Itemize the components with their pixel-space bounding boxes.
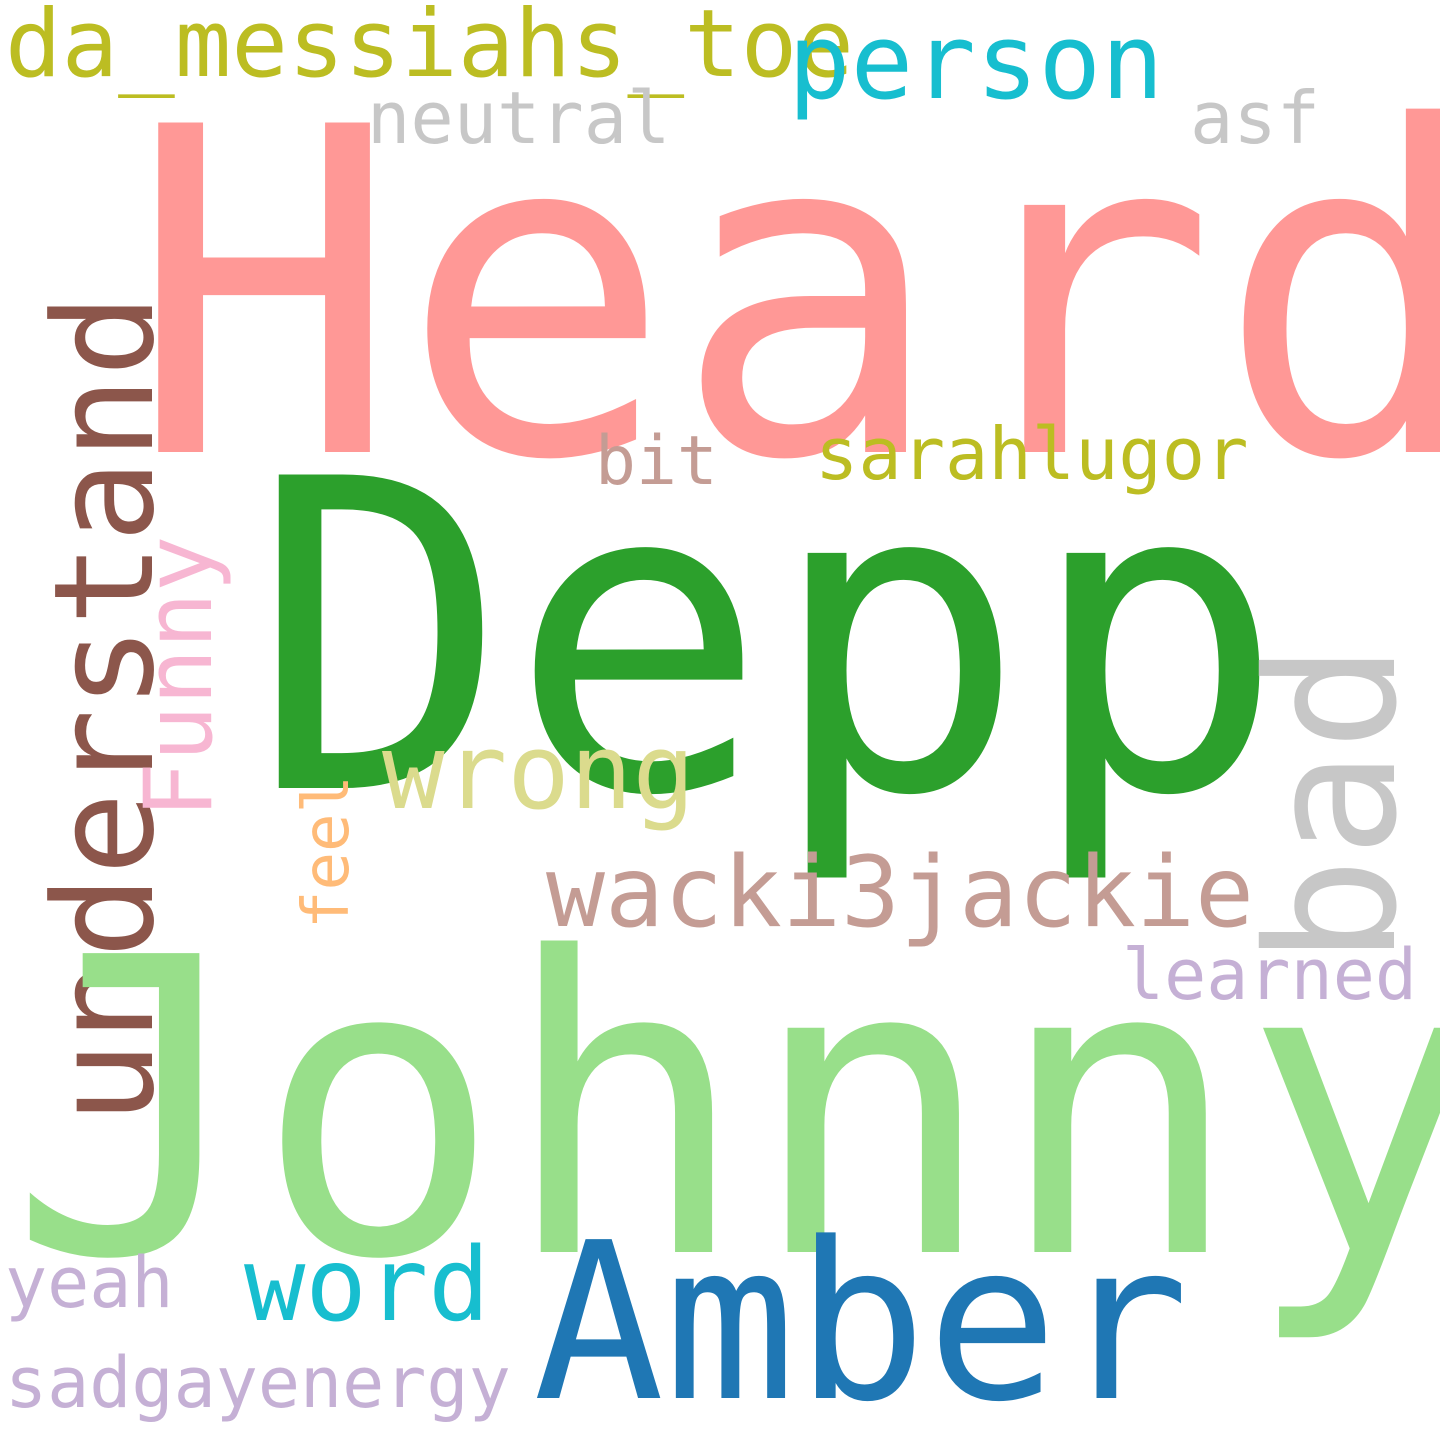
word-learned: learned (1122, 934, 1418, 1016)
word-wrong: wrong (382, 711, 696, 833)
word-sadgayenergy: sadgayenergy (5, 1342, 511, 1424)
word-heard: Heard (128, 32, 1440, 559)
word-depp: Depp (250, 390, 1286, 890)
word-sarahlugor: sarahlugor (815, 412, 1249, 496)
word-person: person (788, 1, 1164, 123)
word-amber: Amber (533, 1197, 1190, 1440)
word-bit: bit (595, 422, 718, 501)
word-neutral: neutral (367, 76, 671, 160)
word-funny: Funny (125, 535, 234, 819)
word-word: word (244, 1226, 490, 1345)
word-da-messiahs-toe: da_messiahs_toe (5, 0, 854, 99)
word-yeah: yeah (5, 1242, 174, 1324)
word-wacki3jackie: wacki3jackie (546, 836, 1255, 950)
word-asf: asf (1190, 76, 1321, 160)
word-johnny: Johnny (8, 871, 1440, 1349)
